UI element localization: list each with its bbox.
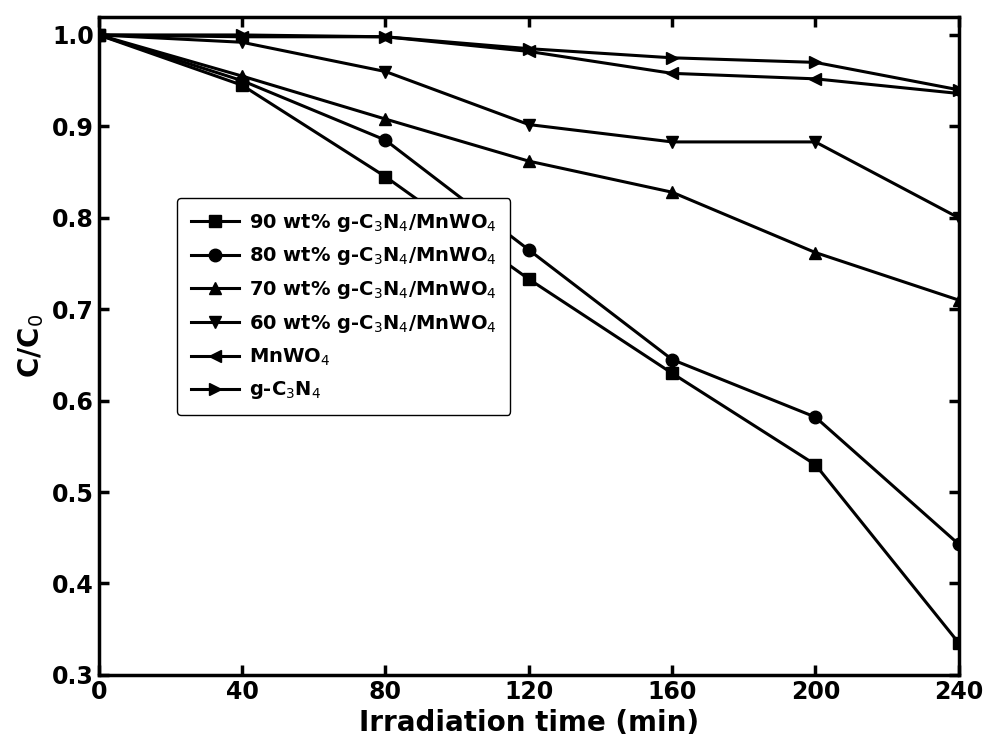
Line: 60 wt% g-C$_3$N$_4$/MnWO$_4$: 60 wt% g-C$_3$N$_4$/MnWO$_4$ [93,29,965,224]
80 wt% g-C$_3$N$_4$/MnWO$_4$ [93,30,105,39]
70 wt% g-C$_3$N$_4$/MnWO$_4$ [523,157,535,166]
90 wt% g-C$_3$N$_4$/MnWO$_4$ [953,639,965,648]
90 wt% g-C$_3$N$_4$/MnWO$_4$ [809,460,821,469]
Line: g-C$_3$N$_4$: g-C$_3$N$_4$ [93,29,965,96]
70 wt% g-C$_3$N$_4$/MnWO$_4$ [953,296,965,305]
70 wt% g-C$_3$N$_4$/MnWO$_4$ [379,115,391,124]
g-C$_3$N$_4$ [809,58,821,67]
MnWO$_4$ [93,30,105,39]
MnWO$_4$ [666,69,678,78]
Line: 70 wt% g-C$_3$N$_4$/MnWO$_4$: 70 wt% g-C$_3$N$_4$/MnWO$_4$ [93,29,965,306]
90 wt% g-C$_3$N$_4$/MnWO$_4$ [379,172,391,181]
70 wt% g-C$_3$N$_4$/MnWO$_4$ [809,248,821,257]
Y-axis label: C/C$_0$: C/C$_0$ [17,314,46,378]
70 wt% g-C$_3$N$_4$/MnWO$_4$ [236,72,248,81]
80 wt% g-C$_3$N$_4$/MnWO$_4$ [953,540,965,549]
70 wt% g-C$_3$N$_4$/MnWO$_4$ [93,30,105,39]
MnWO$_4$ [236,32,248,41]
90 wt% g-C$_3$N$_4$/MnWO$_4$ [666,369,678,378]
70 wt% g-C$_3$N$_4$/MnWO$_4$ [666,188,678,197]
60 wt% g-C$_3$N$_4$/MnWO$_4$ [236,38,248,47]
g-C$_3$N$_4$ [93,30,105,39]
MnWO$_4$ [379,32,391,41]
MnWO$_4$ [953,89,965,98]
Legend: 90 wt% g-C$_3$N$_4$/MnWO$_4$, 80 wt% g-C$_3$N$_4$/MnWO$_4$, 70 wt% g-C$_3$N$_4$/: 90 wt% g-C$_3$N$_4$/MnWO$_4$, 80 wt% g-C… [177,198,510,415]
80 wt% g-C$_3$N$_4$/MnWO$_4$ [523,245,535,254]
90 wt% g-C$_3$N$_4$/MnWO$_4$ [93,30,105,39]
90 wt% g-C$_3$N$_4$/MnWO$_4$ [236,81,248,90]
g-C$_3$N$_4$ [666,54,678,63]
80 wt% g-C$_3$N$_4$/MnWO$_4$ [666,355,678,364]
Line: 90 wt% g-C$_3$N$_4$/MnWO$_4$: 90 wt% g-C$_3$N$_4$/MnWO$_4$ [93,29,965,649]
90 wt% g-C$_3$N$_4$/MnWO$_4$ [523,274,535,284]
g-C$_3$N$_4$ [523,44,535,54]
60 wt% g-C$_3$N$_4$/MnWO$_4$ [523,120,535,129]
80 wt% g-C$_3$N$_4$/MnWO$_4$ [236,76,248,85]
Line: 80 wt% g-C$_3$N$_4$/MnWO$_4$: 80 wt% g-C$_3$N$_4$/MnWO$_4$ [93,29,965,550]
g-C$_3$N$_4$ [379,32,391,41]
80 wt% g-C$_3$N$_4$/MnWO$_4$ [809,412,821,421]
60 wt% g-C$_3$N$_4$/MnWO$_4$ [93,30,105,39]
60 wt% g-C$_3$N$_4$/MnWO$_4$ [953,213,965,222]
MnWO$_4$ [809,75,821,84]
X-axis label: Irradiation time (min): Irradiation time (min) [359,710,699,737]
60 wt% g-C$_3$N$_4$/MnWO$_4$ [666,137,678,146]
Line: MnWO$_4$: MnWO$_4$ [93,29,965,100]
60 wt% g-C$_3$N$_4$/MnWO$_4$ [809,137,821,146]
80 wt% g-C$_3$N$_4$/MnWO$_4$ [379,136,391,145]
60 wt% g-C$_3$N$_4$/MnWO$_4$ [379,67,391,76]
g-C$_3$N$_4$ [236,30,248,39]
g-C$_3$N$_4$ [953,85,965,94]
MnWO$_4$ [523,47,535,56]
